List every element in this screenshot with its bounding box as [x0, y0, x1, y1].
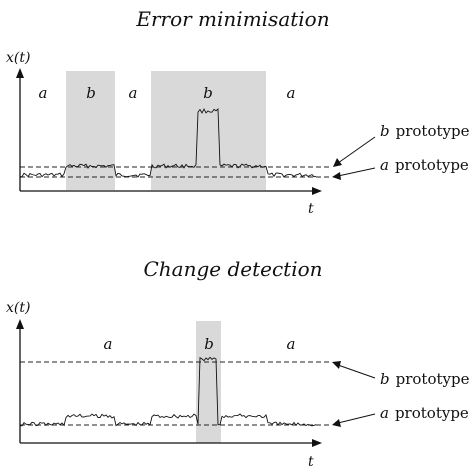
- b-prototype-arrow: [337, 364, 376, 379]
- a-prototype-arrowhead: [332, 172, 341, 180]
- segment-label: a: [287, 335, 296, 353]
- shaded-region-b: [151, 71, 266, 190]
- b-prototype-label: b prototype: [380, 122, 470, 140]
- b-prototype-arrowhead: [332, 361, 341, 369]
- panel-error-minimisation: Error minimisation x(t) t a b a b a b pro…: [6, 7, 470, 217]
- panel-title: Error minimisation: [135, 7, 329, 31]
- segment-label: a: [39, 84, 48, 102]
- segment-label: a: [287, 84, 296, 102]
- signal-trace: [19, 356, 317, 427]
- panel-change-detection: Change detection x(t) t a b a b prototype…: [6, 257, 470, 470]
- segment-label: b: [86, 84, 96, 102]
- segment-label: a: [104, 335, 113, 353]
- a-prototype-label: a prototype: [380, 156, 469, 174]
- x-axis-arrow: [312, 439, 322, 447]
- signal-trace: [19, 108, 317, 178]
- b-prototype-arrowhead: [333, 158, 342, 167]
- a-prototype-arrowhead: [332, 419, 341, 427]
- y-axis-label: x(t): [6, 50, 30, 66]
- b-prototype-arrow: [337, 136, 376, 164]
- y-axis-label: x(t): [6, 300, 30, 316]
- x-axis-arrow: [312, 187, 322, 195]
- segment-label: a: [129, 84, 138, 102]
- x-axis-label: t: [308, 201, 314, 217]
- segment-label: b: [204, 335, 214, 353]
- panel-title: Change detection: [143, 257, 322, 281]
- y-axis-arrow: [16, 319, 24, 329]
- segment-label: b: [203, 84, 213, 102]
- a-prototype-label: a prototype: [380, 404, 469, 422]
- x-axis-label: t: [308, 454, 314, 470]
- a-prototype-arrow: [337, 413, 376, 424]
- shaded-region-b: [66, 71, 115, 190]
- b-prototype-label: b prototype: [380, 370, 470, 388]
- y-axis-arrow: [16, 68, 24, 78]
- a-prototype-arrow: [337, 167, 376, 177]
